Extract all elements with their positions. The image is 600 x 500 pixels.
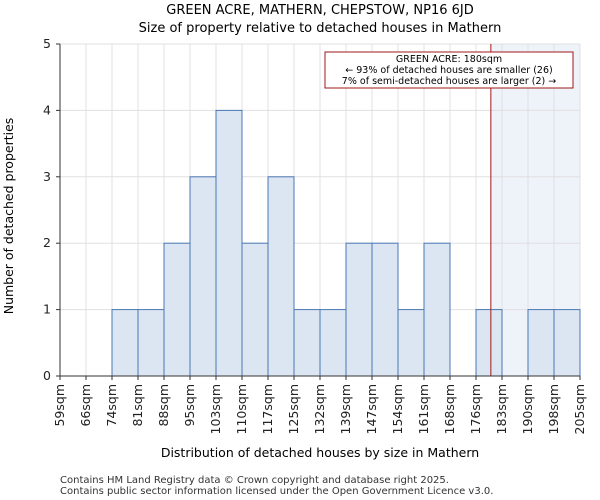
bar-110sqm [241, 242, 269, 377]
annotation-line-3: 7% of semi-detached houses are larger (2… [342, 76, 556, 87]
footer-line-2: Contains public sector information licen… [60, 486, 493, 497]
x-tick-label: 59sqm [52, 384, 67, 427]
x-tick-label: 176sqm [468, 384, 483, 434]
y-tick-label: 3 [43, 169, 51, 184]
bar-154sqm [397, 309, 425, 377]
x-tick-label: 139sqm [338, 384, 353, 434]
x-tick-label: 168sqm [442, 384, 457, 434]
x-tick-label: 110sqm [234, 384, 249, 434]
x-tick-label: 95sqm [182, 384, 197, 427]
x-tick-label: 147sqm [364, 384, 379, 434]
x-tick-label: 103sqm [208, 384, 223, 434]
bar-81sqm [137, 309, 165, 377]
y-tick-label: 4 [43, 102, 51, 117]
x-tick-label: 125sqm [286, 384, 301, 434]
bar-125sqm [293, 309, 321, 377]
annotation-frame [324, 51, 574, 89]
bar-139sqm [345, 242, 373, 377]
bar-88sqm [163, 242, 191, 377]
bar-117sqm [267, 176, 295, 377]
footer-line-1: Contains HM Land Registry data © Crown c… [60, 475, 449, 486]
x-tick-label: 190sqm [520, 384, 535, 434]
x-tick-label: 154sqm [390, 384, 405, 434]
bar-176sqm [475, 309, 503, 377]
annotation-line-2: ← 93% of detached houses are smaller (26… [345, 65, 552, 76]
x-tick-label: 161sqm [416, 384, 431, 434]
annotation-line-1: GREEN ACRE: 180sqm [396, 54, 502, 65]
x-tick-label: 183sqm [494, 384, 509, 434]
x-tick-label: 88sqm [156, 384, 171, 427]
bar-198sqm [553, 309, 581, 377]
y-tick-label: 0 [43, 368, 51, 383]
bar-190sqm [527, 309, 555, 377]
x-tick-label: 198sqm [546, 384, 561, 434]
x-tick-label: 132sqm [312, 384, 327, 434]
x-tick-label: 205sqm [572, 384, 587, 434]
y-tick-label: 5 [43, 36, 51, 51]
x-tick-label: 81sqm [130, 384, 145, 427]
y-tick-label: 1 [43, 302, 51, 317]
x-tick-label: 74sqm [104, 384, 119, 427]
x-tick-label: 66sqm [78, 384, 93, 427]
bar-147sqm [371, 242, 399, 377]
y-axis-label: Number of detached properties [1, 118, 16, 315]
x-axis-label: Distribution of detached houses by size … [161, 445, 479, 460]
bar-103sqm [215, 109, 243, 377]
bar-132sqm [319, 309, 347, 377]
bar-95sqm [189, 176, 217, 377]
chart-title: GREEN ACRE, MATHERN, CHEPSTOW, NP16 6JD [166, 3, 474, 18]
chart-subtitle: Size of property relative to detached ho… [139, 21, 502, 36]
bar-74sqm [111, 309, 139, 377]
bar-161sqm [423, 242, 451, 377]
annotation-box: GREEN ACRE: 180sqm ← 93% of detached hou… [324, 51, 574, 89]
y-tick-label: 2 [43, 235, 51, 250]
x-tick-label: 117sqm [260, 384, 275, 434]
